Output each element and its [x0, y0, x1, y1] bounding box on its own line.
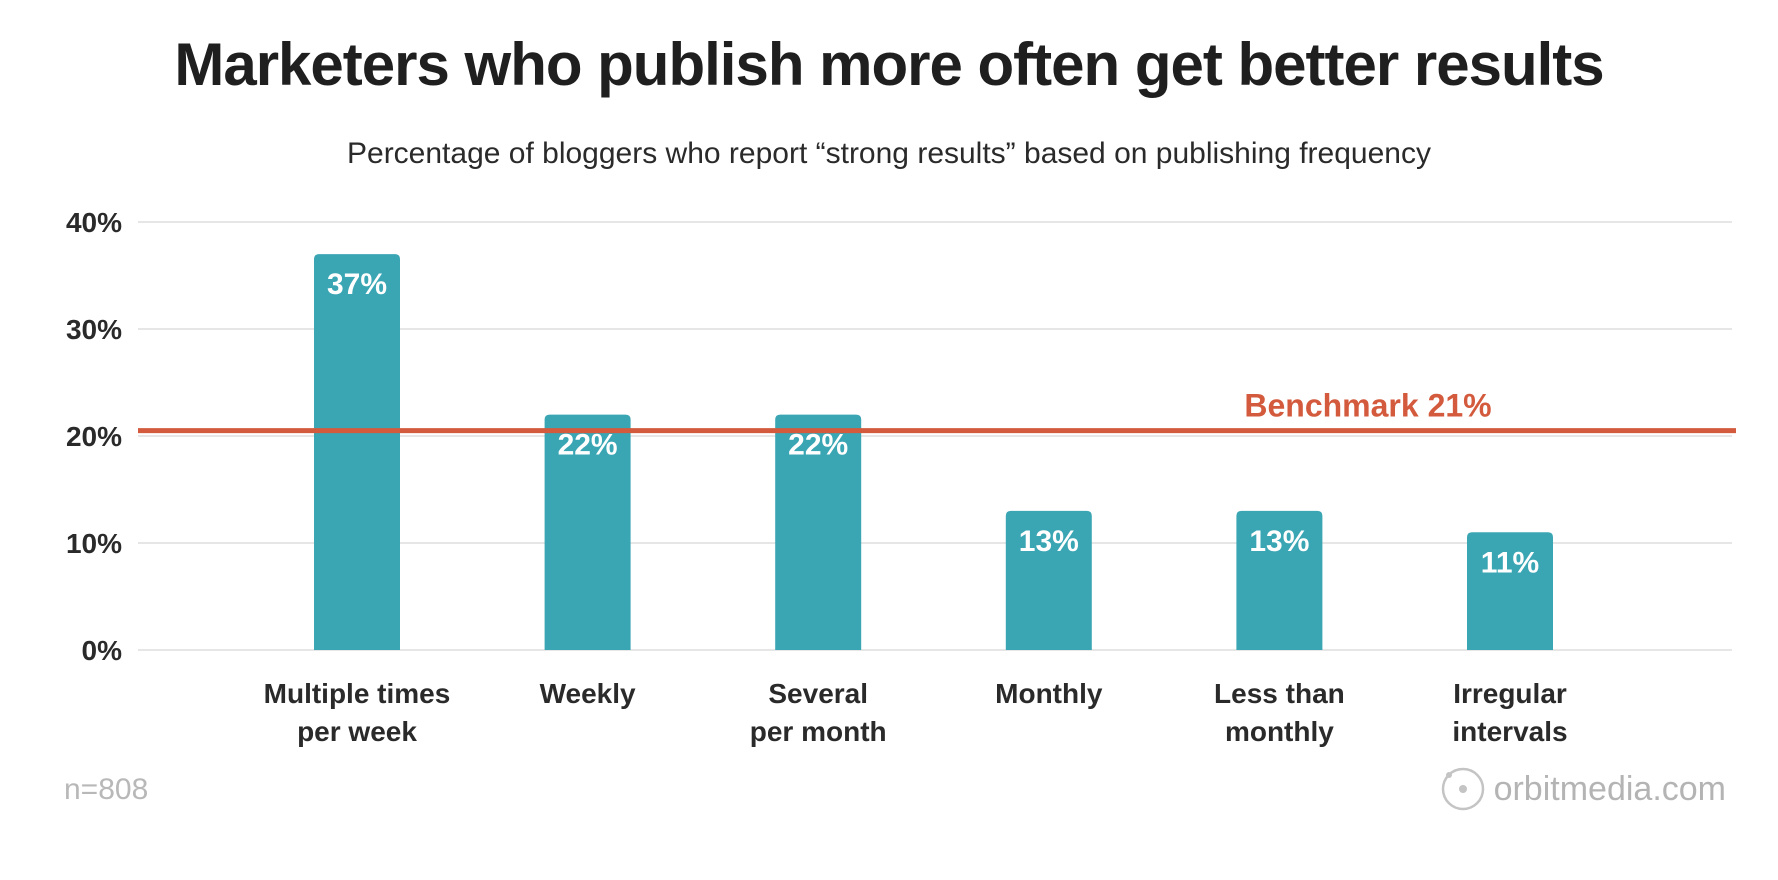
bar-2 [775, 414, 862, 650]
y-tick-label: 30% [66, 314, 122, 345]
benchmark-label: Benchmark 21% [1244, 388, 1491, 424]
chart-subtitle: Percentage of bloggers who report “stron… [347, 137, 1431, 170]
brand-name: orbitmedia.com [1493, 769, 1726, 808]
bars [314, 254, 1553, 650]
benchmark: Benchmark 21% [138, 388, 1736, 434]
bar-value-label: 22% [558, 429, 618, 462]
brand-watermark: orbitmedia.com [1440, 766, 1726, 812]
bar-4 [1236, 510, 1323, 650]
category-label: Weekly [540, 678, 636, 709]
bar-1 [544, 414, 631, 650]
gridlines [138, 221, 1732, 651]
category-label: Monthly [995, 678, 1103, 709]
category-label: Multiple times [264, 678, 451, 709]
y-axis-ticks: 0% 10% 20% 30% 40% [66, 207, 122, 666]
chart-title: Marketers who publish more often get bet… [174, 31, 1604, 98]
bar-3 [1005, 510, 1092, 650]
bar-0 [314, 254, 400, 650]
category-label: per week [297, 716, 417, 747]
bar-value-label: 37% [327, 268, 387, 301]
bar-value-label: 22% [788, 429, 848, 462]
category-label: Less than [1214, 678, 1345, 709]
category-label: per month [750, 716, 887, 747]
x-axis-categories: Multiple times per week Weekly Several per m… [264, 678, 1568, 747]
y-tick-label: 10% [66, 528, 122, 559]
category-label: monthly [1225, 716, 1334, 747]
y-tick-label: 40% [66, 207, 122, 238]
sample-size-note: n=808 [64, 773, 149, 806]
bar-value-label: 13% [1249, 525, 1309, 558]
y-tick-label: 0% [82, 635, 123, 666]
category-label: Irregular [1453, 678, 1567, 709]
bar-5 [1467, 532, 1553, 650]
bar-value-label: 11% [1481, 546, 1539, 579]
y-tick-label: 20% [66, 421, 122, 452]
bar-value-labels: 37% 22% 22% 13% 13% 11% [327, 268, 1539, 579]
bar-value-label: 13% [1019, 525, 1079, 558]
orbit-logo-icon [1441, 767, 1484, 811]
category-label: Several [768, 678, 868, 709]
category-label: intervals [1452, 716, 1567, 747]
